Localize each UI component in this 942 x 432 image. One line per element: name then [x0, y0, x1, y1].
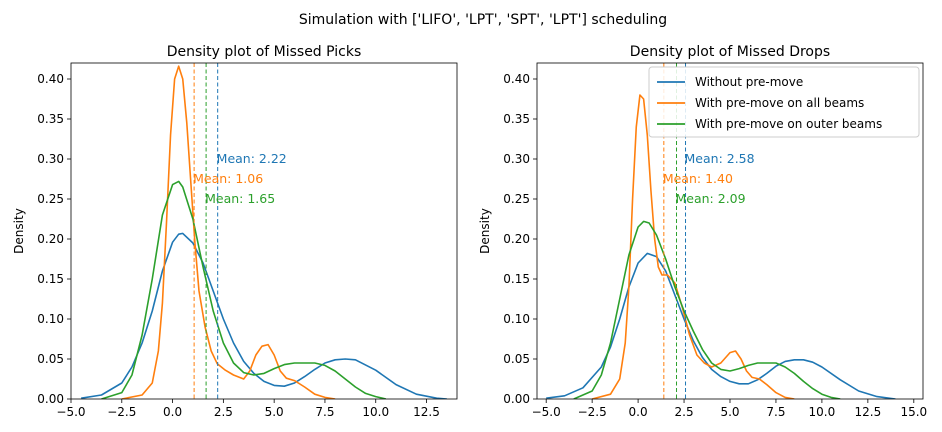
y-tick-label: 0.00: [37, 392, 64, 406]
axes-title: Density plot of Missed Picks: [167, 44, 362, 60]
figure-suptitle: Simulation with ['LIFO', 'LPT', 'SPT', '…: [299, 12, 667, 28]
density-curve-pre-move-outer-beams: [101, 180, 387, 399]
y-tick-label: 0.35: [503, 112, 530, 126]
y-tick-label: 0.25: [503, 192, 530, 206]
legend: Without pre-move With pre-move on all bea…: [648, 66, 920, 138]
x-tick-label: 0.0: [629, 405, 648, 419]
x-tick-label: 10.0: [809, 405, 836, 419]
legend-entry: With pre-move on outer beams: [695, 117, 882, 131]
x-tick-label: −5.0: [532, 405, 561, 419]
y-tick-label: 0.05: [503, 352, 530, 366]
y-tick-label: 0.00: [503, 392, 530, 406]
y-tick-label: 0.10: [503, 312, 530, 326]
mean-annotation: Mean: 2.22: [217, 151, 287, 166]
axes-frame: [536, 62, 924, 400]
x-tick-label: 5.0: [265, 405, 284, 419]
y-tick-label: 0.35: [37, 112, 64, 126]
x-tick-label: −2.5: [107, 405, 136, 419]
y-tick-label: 0.20: [503, 232, 530, 246]
y-tick-label: 0.30: [503, 152, 530, 166]
x-tick-label: 12.5: [854, 405, 881, 419]
y-tick-label: 0.30: [37, 152, 64, 166]
mean-annotation: Mean: 2.09: [676, 191, 746, 206]
panel-missed-picks: Density plot of Missed Picks Density −5.0 −…: [12, 44, 458, 419]
plot-area: [81, 63, 447, 399]
legend-box: [648, 66, 920, 138]
panel-missed-drops: Density plot of Missed Drops Density −5.0 −…: [478, 44, 927, 419]
density-curve-pre-move-outer-beams: [573, 220, 841, 399]
mean-annotation: Mean: 2.58: [685, 151, 755, 166]
x-tick-label: 7.5: [766, 405, 785, 419]
y-tick-label: 0.15: [37, 272, 64, 286]
x-tick-label: 15.0: [900, 405, 927, 419]
y-tick-label: 0.40: [503, 72, 530, 86]
x-tick-label: 7.5: [315, 405, 334, 419]
y-tick-label: 0.40: [37, 72, 64, 86]
x-tick-label: 10.0: [362, 405, 389, 419]
legend-entry: With pre-move on all beams: [695, 96, 864, 110]
x-tick-label: 5.0: [720, 405, 739, 419]
x-tick-label: 12.5: [413, 405, 440, 419]
y-axis-label: Density: [12, 208, 26, 254]
x-tick-label: 2.5: [675, 405, 694, 419]
axes-title: Density plot of Missed Drops: [630, 44, 830, 60]
density-curve-pre-move-all-beams: [591, 94, 795, 399]
x-tick-label: −2.5: [578, 405, 607, 419]
axes-frame: [70, 62, 458, 400]
y-tick-label: 0.15: [503, 272, 530, 286]
x-tick-label: 2.5: [214, 405, 233, 419]
density-curve-without-pre-move: [81, 232, 447, 399]
mean-annotation: Mean: 1.65: [205, 191, 275, 206]
mean-annotation: Mean: 1.06: [193, 171, 263, 186]
density-curve-pre-move-all-beams: [121, 65, 336, 399]
x-tick-label: −5.0: [56, 405, 85, 419]
y-axis-label: Density: [478, 208, 492, 254]
y-tick-label: 0.10: [37, 312, 64, 326]
legend-entry: Without pre-move: [695, 75, 803, 89]
x-tick-label: 0.0: [163, 405, 182, 419]
y-tick-label: 0.20: [37, 232, 64, 246]
density-curve-without-pre-move: [546, 252, 896, 399]
mean-annotation: Mean: 1.40: [663, 171, 733, 186]
y-tick-label: 0.25: [37, 192, 64, 206]
y-tick-label: 0.05: [37, 352, 64, 366]
